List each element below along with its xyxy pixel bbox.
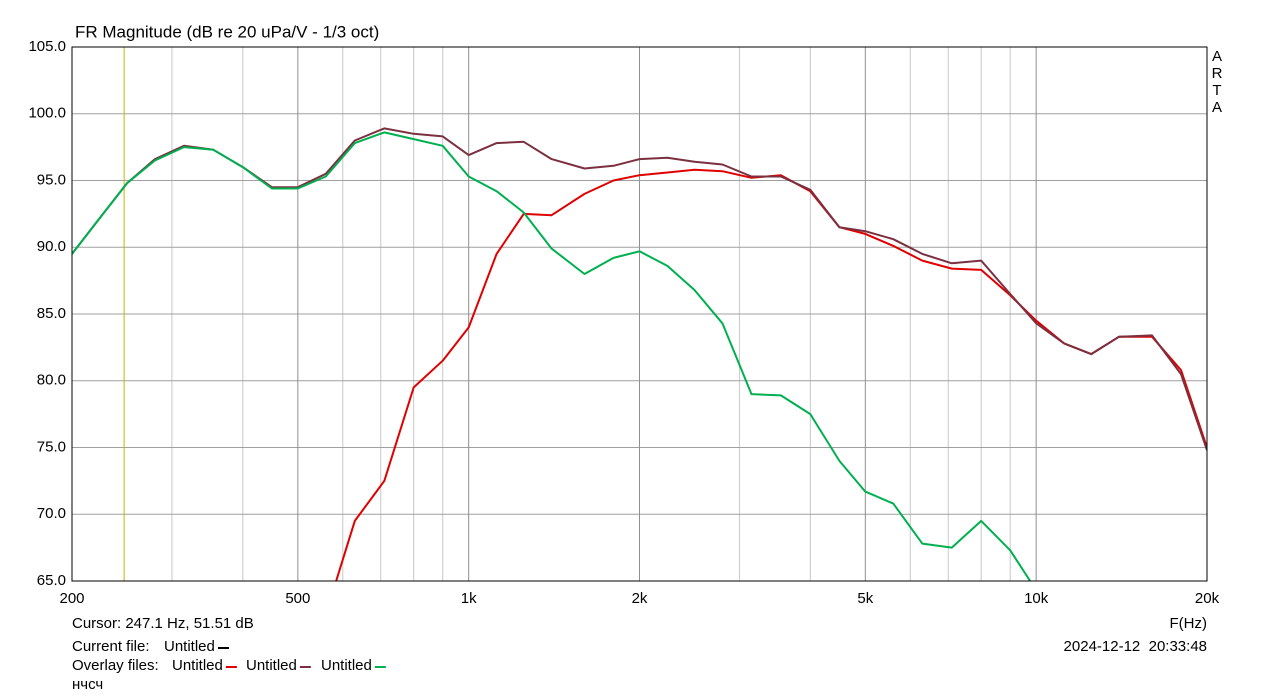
x-tick-label: 5k	[857, 590, 873, 607]
y-tick-label: 105.0	[28, 38, 66, 55]
series-line	[72, 131, 1032, 581]
note: нчсч	[72, 676, 103, 693]
current-file: Untitled	[164, 638, 215, 655]
plot-frame	[71, 46, 1208, 582]
y-tick-label: 80.0	[37, 372, 66, 389]
watermark-letter: T	[1212, 82, 1221, 99]
x-tick-label: 1k	[461, 590, 477, 607]
y-tick-label: 95.0	[37, 171, 66, 188]
y-tick-label: 85.0	[37, 305, 66, 322]
overlay-label: Overlay files:	[72, 657, 159, 674]
legend-label: Untitled	[321, 657, 372, 674]
chart-title: FR Magnitude (dB re 20 uPa/V - 1/3 oct)	[75, 22, 379, 41]
plot-area	[72, 127, 1207, 581]
x-tick-label: 2k	[632, 590, 648, 607]
cursor-readout: Cursor: 247.1 Hz, 51.51 dB	[72, 615, 254, 632]
timestamp: 2024-12-12 20:33:48	[1064, 638, 1207, 655]
x-tick-label: 500	[285, 590, 310, 607]
y-tick-label: 70.0	[37, 505, 66, 522]
watermark-letter: A	[1212, 99, 1222, 116]
x-axis-label: F(Hz)	[1170, 615, 1208, 632]
x-tick-label: 20k	[1195, 590, 1220, 607]
watermark-letter: A	[1212, 48, 1222, 65]
y-tick-label: 90.0	[37, 238, 66, 255]
watermark-letter: R	[1212, 65, 1223, 82]
legend-label: Untitled	[172, 657, 223, 674]
legend-label: Untitled	[246, 657, 297, 674]
current-file-label: Current file:	[72, 638, 150, 655]
x-tick-label: 10k	[1024, 590, 1049, 607]
y-tick-label: 100.0	[28, 105, 66, 122]
y-tick-label: 65.0	[37, 572, 66, 589]
x-tick-label: 200	[59, 590, 84, 607]
y-tick-label: 75.0	[37, 438, 66, 455]
